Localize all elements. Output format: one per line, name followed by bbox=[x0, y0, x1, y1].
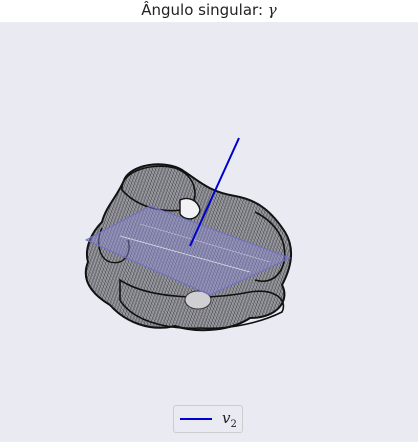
mesh-surface bbox=[84, 163, 292, 332]
vector-v2 bbox=[189, 137, 240, 247]
title-prefix: Ângulo singular: bbox=[141, 1, 268, 19]
legend-label-v2: v2 bbox=[222, 409, 237, 430]
mesh-top-bump bbox=[121, 165, 196, 212]
legend: v2 bbox=[173, 405, 243, 433]
legend-swatch-v2 bbox=[180, 418, 212, 420]
title-symbol: γ bbox=[267, 1, 277, 19]
projection-plane bbox=[84, 205, 292, 296]
legend-subscript: 2 bbox=[230, 419, 237, 430]
chart-title: Ângulo singular: γ bbox=[0, 0, 418, 22]
legend-symbol: v bbox=[222, 409, 231, 427]
